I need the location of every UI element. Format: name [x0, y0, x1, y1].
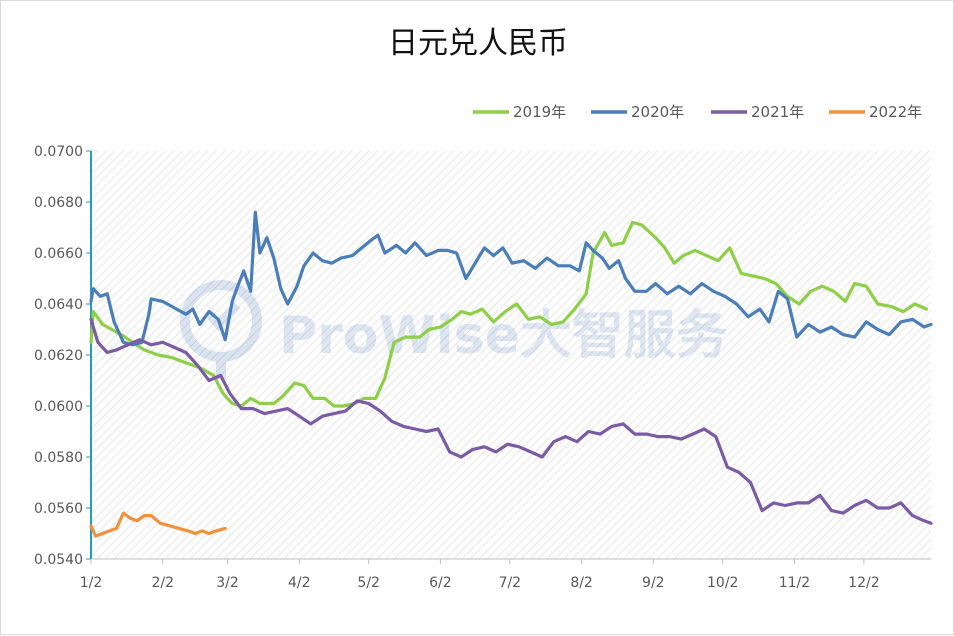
- y-tick-label: 0.0600: [34, 399, 83, 415]
- x-tick-label: 6/2: [429, 575, 452, 591]
- legend-label: 2019年: [513, 103, 566, 121]
- series-line-4: [89, 511, 227, 538]
- x-axis: 1/2 2/2 3/2 4/2 5/2 6/2 7/2 8/2 9/2 10/2 11/2 12/2: [80, 559, 880, 591]
- x-tick-label: 12/2: [848, 575, 879, 591]
- x-tick-label: 7/2: [499, 575, 522, 591]
- y-tick-label: 0.0560: [34, 501, 83, 517]
- y-axis: 0.0540 0.0560 0.0580 0.0600 0.0620 0.0640 0.06…: [34, 144, 91, 568]
- x-tick-label: 5/2: [357, 575, 380, 591]
- watermark-text: ProWise大智服务: [279, 306, 728, 366]
- x-tick-label: 10/2: [707, 575, 738, 591]
- y-tick-label: 0.0700: [34, 144, 83, 160]
- series-line-1: [89, 220, 928, 408]
- y-tick-label: 0.0540: [34, 552, 83, 568]
- legend-label: 2022年: [869, 103, 922, 121]
- legend-label: 2021年: [751, 103, 804, 121]
- y-tick-label: 0.0640: [34, 297, 83, 313]
- legend: 2019年 2020年 2021年 2022年: [473, 103, 922, 121]
- chart-title: 日元兑人民币: [388, 26, 568, 61]
- series-line-3: [89, 317, 933, 525]
- y-tick-label: 0.0680: [34, 195, 83, 211]
- x-tick-label: 1/2: [80, 575, 103, 591]
- y-tick-label: 0.0580: [34, 450, 83, 466]
- series-group: [89, 210, 933, 538]
- legend-label: 2020年: [631, 103, 684, 121]
- x-tick-label: 8/2: [570, 575, 593, 591]
- x-tick-label: 9/2: [642, 575, 665, 591]
- y-tick-label: 0.0620: [34, 348, 83, 364]
- y-tick-label: 0.0660: [34, 246, 83, 262]
- x-tick-label: 4/2: [288, 575, 311, 591]
- x-tick-label: 3/2: [216, 575, 239, 591]
- x-tick-label: 2/2: [151, 575, 174, 591]
- series-line-2: [89, 210, 933, 347]
- x-tick-label: 11/2: [779, 575, 810, 591]
- plot-area: [91, 151, 931, 559]
